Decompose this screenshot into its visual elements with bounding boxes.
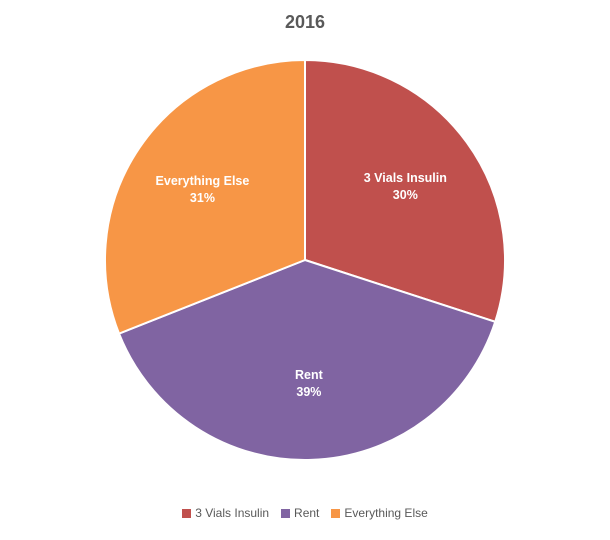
slice-label-percent: 39%	[295, 384, 323, 401]
pie-chart: 2016 3 Vials Insulin30%Rent39%Everything…	[0, 0, 610, 540]
legend-item: 3 Vials Insulin	[182, 506, 269, 520]
legend: 3 Vials Insulin Rent Everything Else	[0, 506, 610, 520]
legend-swatch	[182, 509, 191, 518]
slice-label: Rent39%	[295, 367, 323, 401]
legend-swatch	[331, 509, 340, 518]
pie-area: 3 Vials Insulin30% Rent39% Everything Else…	[105, 60, 505, 460]
legend-item: Rent	[281, 506, 319, 520]
slice-label-name: Everything Else	[156, 173, 250, 190]
slice-label-name: Rent	[295, 367, 323, 384]
slice-label-percent: 31%	[156, 190, 250, 207]
slice-label: Everything Else31%	[156, 173, 250, 207]
slice-label-percent: 30%	[364, 187, 447, 204]
legend-label: Everything Else	[344, 506, 427, 520]
legend-label: Rent	[294, 506, 319, 520]
legend-swatch	[281, 509, 290, 518]
slice-label: 3 Vials Insulin30%	[364, 170, 447, 204]
slice-label-name: 3 Vials Insulin	[364, 170, 447, 187]
chart-title: 2016	[0, 12, 610, 33]
legend-item: Everything Else	[331, 506, 427, 520]
legend-label: 3 Vials Insulin	[195, 506, 269, 520]
